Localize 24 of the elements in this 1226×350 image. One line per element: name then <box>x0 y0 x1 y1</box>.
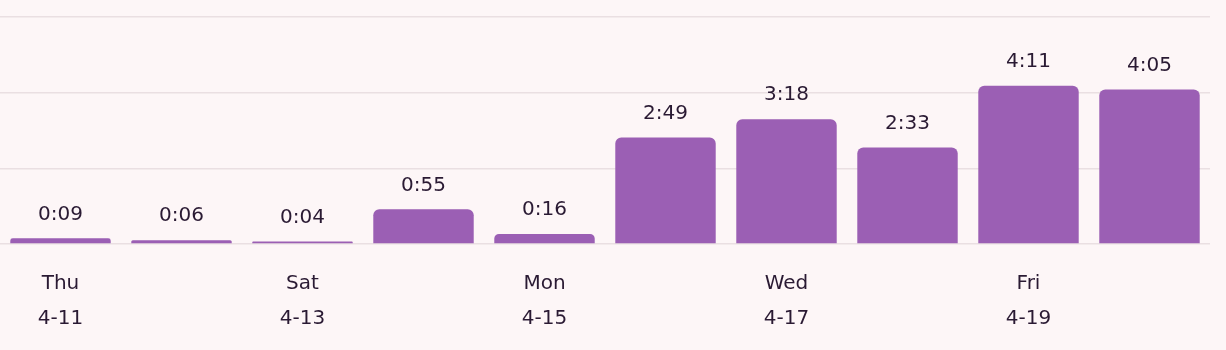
bar <box>857 147 958 244</box>
x-tick-label: Fri 4-19 <box>1005 269 1052 329</box>
bar <box>373 209 474 244</box>
bar <box>10 238 111 244</box>
bar <box>736 119 837 244</box>
data-label: 2:33 <box>885 109 930 134</box>
data-label: 3:18 <box>764 81 809 106</box>
data-label: 0:04 <box>280 203 325 228</box>
data-label: 4:11 <box>1006 47 1051 72</box>
x-tick-label: Mon 4-15 <box>521 269 568 329</box>
data-label: 0:16 <box>522 196 567 221</box>
bar <box>615 137 716 244</box>
data-label: 0:06 <box>159 202 204 227</box>
x-tick-label: Thu 4-11 <box>37 269 84 329</box>
bar <box>494 233 595 244</box>
bar <box>978 85 1079 244</box>
data-label: 2:49 <box>643 99 688 124</box>
data-label: 0:55 <box>401 171 446 196</box>
data-label: 4:05 <box>1127 51 1172 76</box>
bar <box>1099 89 1200 244</box>
x-tick-label: Sat 4-13 <box>279 269 326 329</box>
bar <box>131 240 232 244</box>
x-tick-label: Wed 4-17 <box>763 269 810 329</box>
data-label: 0:09 <box>38 200 83 225</box>
